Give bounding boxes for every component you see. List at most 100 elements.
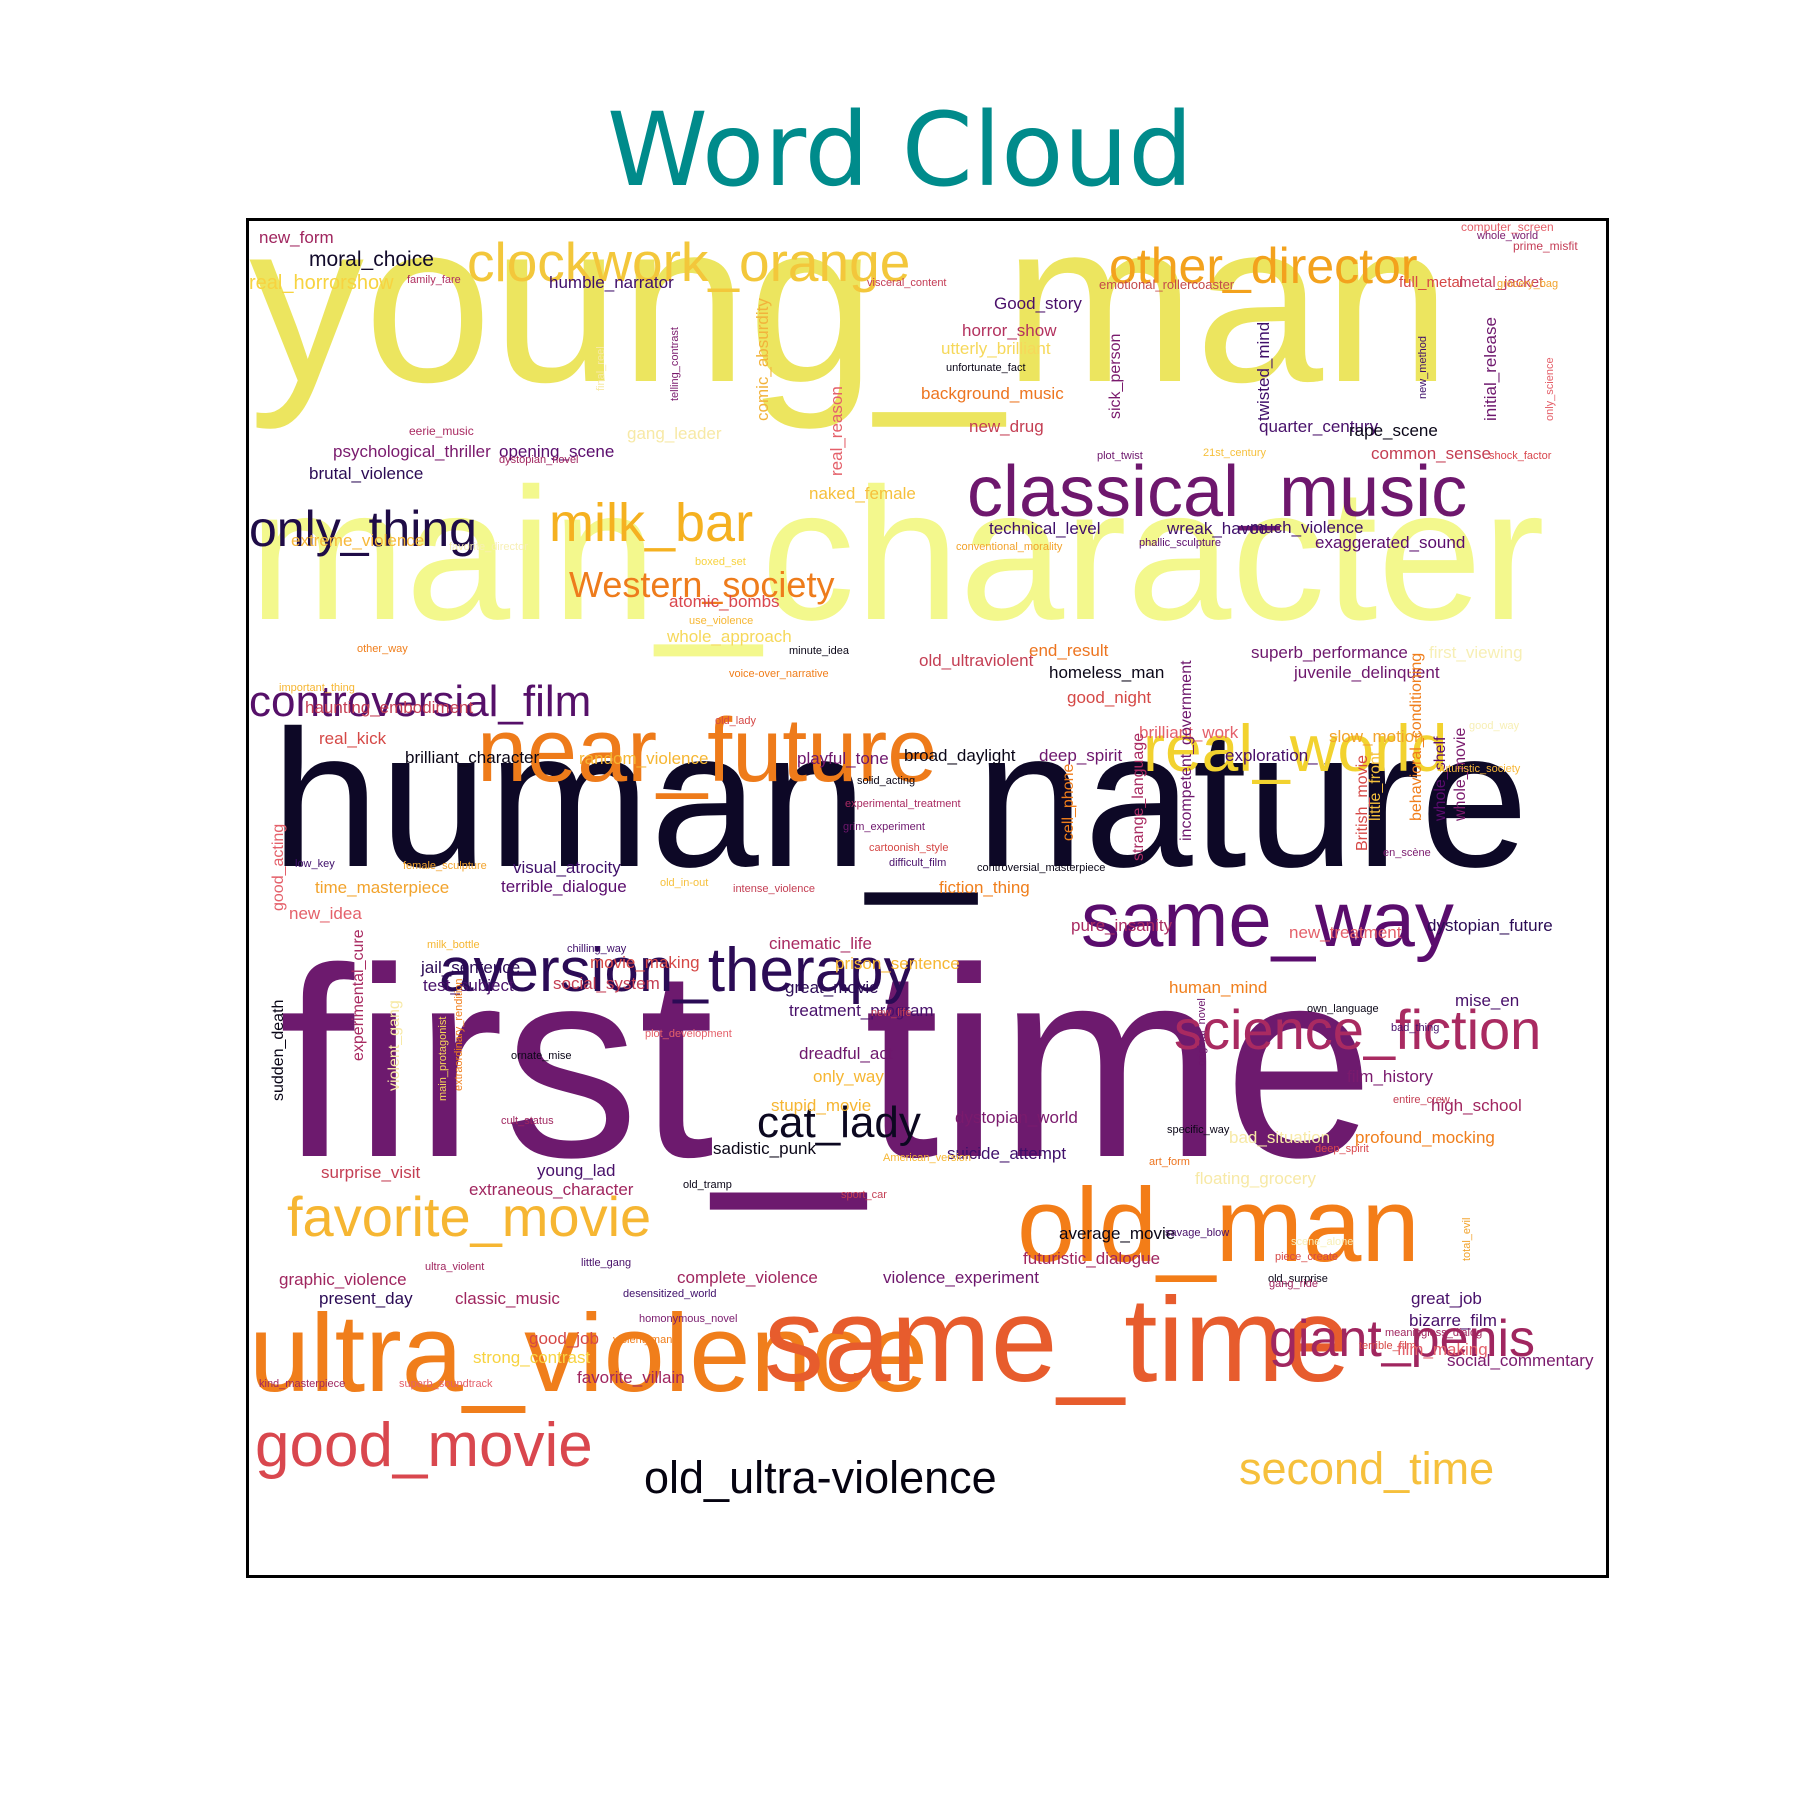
word-94: good_way — [1469, 720, 1520, 732]
word-149: main_protagonist — [437, 1017, 449, 1101]
word-167: art_form — [1149, 1156, 1190, 1168]
word-126: chilling_way — [567, 943, 627, 955]
word-184: old_surprise — [1268, 1273, 1328, 1285]
word-9: same_way — [1081, 875, 1454, 963]
word-187: gang_ride — [1269, 1278, 1318, 1290]
word-56: telling_contrast — [669, 327, 681, 401]
word-199: social_commentary — [1447, 1351, 1594, 1370]
word-29: humble_narrator — [549, 273, 674, 292]
word-106: little_front — [1367, 751, 1384, 821]
word-98: brilliant_character — [405, 748, 540, 767]
word-38: Good_story — [994, 294, 1082, 313]
word-107: good_acting — [270, 824, 287, 911]
word-137: treatment_program — [789, 1001, 934, 1020]
word-45: rape_scene — [1349, 421, 1438, 440]
word-139: mise_en — [1455, 991, 1519, 1010]
word-177: savage_blow — [1165, 1227, 1229, 1239]
word-55: final_reel — [595, 346, 607, 391]
word-148: violent_gang — [386, 1000, 403, 1091]
word-134: great_movie — [785, 978, 879, 997]
word-118: terrible_dialogue — [501, 877, 627, 896]
word-102: broad_daylight — [904, 746, 1016, 765]
word-77: whole_approach — [666, 627, 792, 646]
word-131: prison_sentence — [835, 954, 960, 973]
word-1: main_character — [249, 449, 1545, 659]
word-72: favorite_director — [449, 541, 528, 553]
word-69: phallic_sculpture — [1139, 537, 1221, 549]
word-176: average_movie — [1059, 1224, 1175, 1243]
word-141: cell_phone — [1060, 764, 1077, 842]
word-193: homonymous_novel — [639, 1313, 737, 1325]
word-76: use_violence — [689, 615, 753, 627]
word-88: haunting_embodiment — [305, 698, 474, 717]
word-86: juvenile_delinquent — [1293, 663, 1440, 682]
word-138: new_life — [871, 1007, 911, 1019]
word-112: en_scène — [1383, 847, 1431, 859]
word-128: new_treatment — [1289, 923, 1402, 942]
word-60: psychological_thriller — [333, 442, 491, 461]
word-35: full_metal — [1399, 274, 1463, 291]
word-30: visceral_content — [867, 277, 947, 289]
word-202: kind_masterpiece — [259, 1378, 345, 1390]
word-174: old_tramp — [683, 1179, 732, 1191]
word-2: first_time — [279, 913, 1374, 1214]
word-12: clockwork_orange — [467, 231, 910, 293]
word-57: comic_absurdity — [753, 298, 772, 421]
word-109: grim_experiment — [843, 821, 925, 833]
word-32: computer_screen — [1461, 221, 1554, 234]
word-7: near_future — [477, 701, 937, 801]
word-28: family_fare — [407, 274, 461, 286]
word-49: plot_twist — [1097, 450, 1143, 462]
word-161: specific_way — [1167, 1124, 1230, 1136]
word-182: ultra_violent — [425, 1261, 484, 1273]
word-121: fiction_thing — [939, 878, 1030, 897]
word-119: old_in-out — [660, 877, 708, 889]
word-67: wreak_havoc — [1166, 519, 1268, 538]
word-4: ultra_violence — [249, 1292, 928, 1415]
word-82: end_result — [1029, 641, 1109, 660]
word-54: only_science — [1544, 357, 1556, 421]
word-23: old_ultra-violence — [644, 1452, 997, 1503]
word-100: playful_tone — [797, 749, 889, 768]
word-21: second_time — [1239, 1443, 1494, 1494]
word-87: important_thing — [279, 682, 355, 694]
word-79: minute_idea — [789, 645, 850, 657]
word-13: other_director — [1109, 238, 1418, 294]
word-41: unfortunate_fact — [946, 362, 1026, 374]
word-68: much_violence — [1250, 518, 1363, 537]
word-99: random_violence — [579, 749, 708, 768]
word-39: horror_show — [962, 321, 1057, 340]
word-136: own_language — [1307, 1003, 1379, 1015]
word-65: naked_female — [809, 484, 916, 503]
word-133: social_system — [553, 974, 660, 993]
word-117: time_masterpiece — [315, 878, 449, 897]
word-53: new_method — [1417, 336, 1429, 399]
word-124: dystopian_future — [1427, 916, 1553, 935]
word-200: good_job — [529, 1329, 599, 1348]
word-103: deep_spirit — [1039, 746, 1122, 765]
word-15: science_fiction — [1174, 998, 1541, 1061]
word-34: emotional_rollercoaster — [1099, 277, 1235, 292]
word-70: exaggerated_sound — [1315, 533, 1465, 552]
word-183: little_gang — [581, 1257, 631, 1269]
word-165: sadistic_punk — [713, 1139, 817, 1158]
word-127: cinematic_life — [769, 934, 872, 953]
word-44: quarter_century — [1259, 417, 1379, 436]
word-185: complete_violence — [677, 1268, 818, 1287]
word-140: bad_thing — [1391, 1022, 1439, 1034]
word-142: strange_language — [1130, 733, 1147, 861]
word-71: extreme_violence — [291, 531, 424, 550]
word-163: profound_mocking — [1355, 1128, 1495, 1147]
word-159: cult_status — [501, 1115, 554, 1127]
word-189: classic_music — [455, 1289, 560, 1308]
word-84: first_viewing — [1429, 643, 1523, 662]
word-135: human_mind — [1169, 978, 1267, 997]
word-43: new_drug — [969, 417, 1044, 436]
word-16: giant_penis — [1269, 1310, 1535, 1368]
word-85: homeless_man — [1049, 663, 1164, 682]
word-132: test_subject — [423, 976, 514, 995]
word-22: cat_lady — [757, 1098, 921, 1147]
word-197: film_making — [1397, 1340, 1488, 1359]
word-125: milk_bottle — [427, 939, 480, 951]
